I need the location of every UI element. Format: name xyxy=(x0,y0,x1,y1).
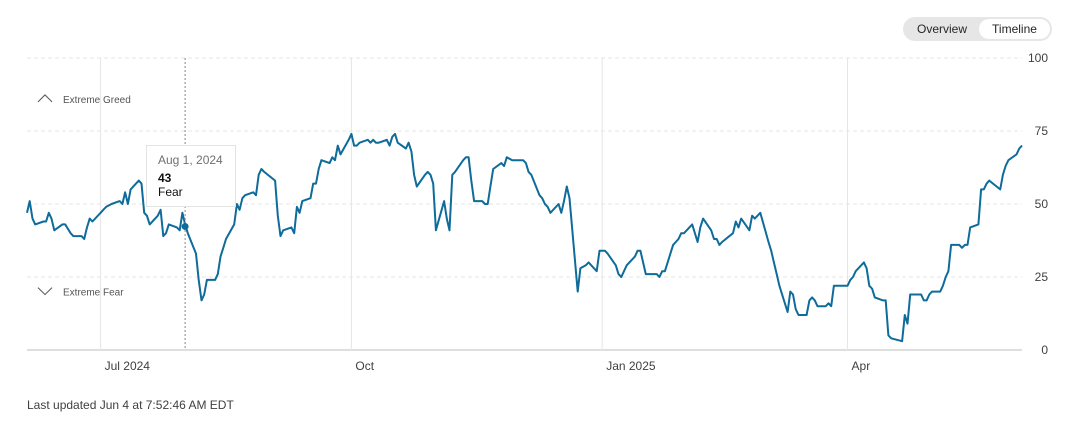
tooltip-date: Aug 1, 2024 xyxy=(158,153,223,167)
zone-label: Extreme Fear xyxy=(63,288,124,299)
hover-tooltip: Aug 1, 2024 43 Fear xyxy=(146,145,236,207)
x-tick-label: Jan 2025 xyxy=(606,359,656,373)
x-tick-label: Apr xyxy=(852,359,871,373)
x-tick-label: Oct xyxy=(355,359,374,373)
overview-button[interactable]: Overview xyxy=(916,22,967,36)
y-tick-label: 25 xyxy=(1035,270,1049,284)
last-updated-text: Last updated Jun 4 at 7:52:46 AM EDT xyxy=(27,398,234,412)
x-tick-label: Jul 2024 xyxy=(105,359,151,373)
y-tick-label: 100 xyxy=(1028,51,1048,65)
y-tick-labels: 0 25 50 75 100 xyxy=(1028,51,1048,357)
series-line-group xyxy=(26,132,1023,343)
y-tick-label: 0 xyxy=(1041,343,1048,357)
tooltip-value: 43 xyxy=(158,171,172,185)
hover-point[interactable] xyxy=(181,222,189,230)
chevron-down-icon xyxy=(37,287,53,296)
chevron-up-icon xyxy=(37,94,53,103)
y-tick-label: 50 xyxy=(1035,197,1049,211)
tooltip-label: Fear xyxy=(158,185,183,199)
x-tick-labels: Jul 2024 Oct Jan 2025 Apr xyxy=(105,359,871,373)
y-tick-label: 75 xyxy=(1035,124,1049,138)
gridlines xyxy=(27,57,1022,351)
view-toggle: Overview Timeline xyxy=(903,17,1052,41)
timeline-button[interactable]: Timeline xyxy=(979,19,1050,39)
series-line xyxy=(26,132,1023,343)
zone-label: Extreme Greed xyxy=(63,95,131,106)
zone-labels: Extreme Greed Extreme Fear xyxy=(37,94,131,299)
